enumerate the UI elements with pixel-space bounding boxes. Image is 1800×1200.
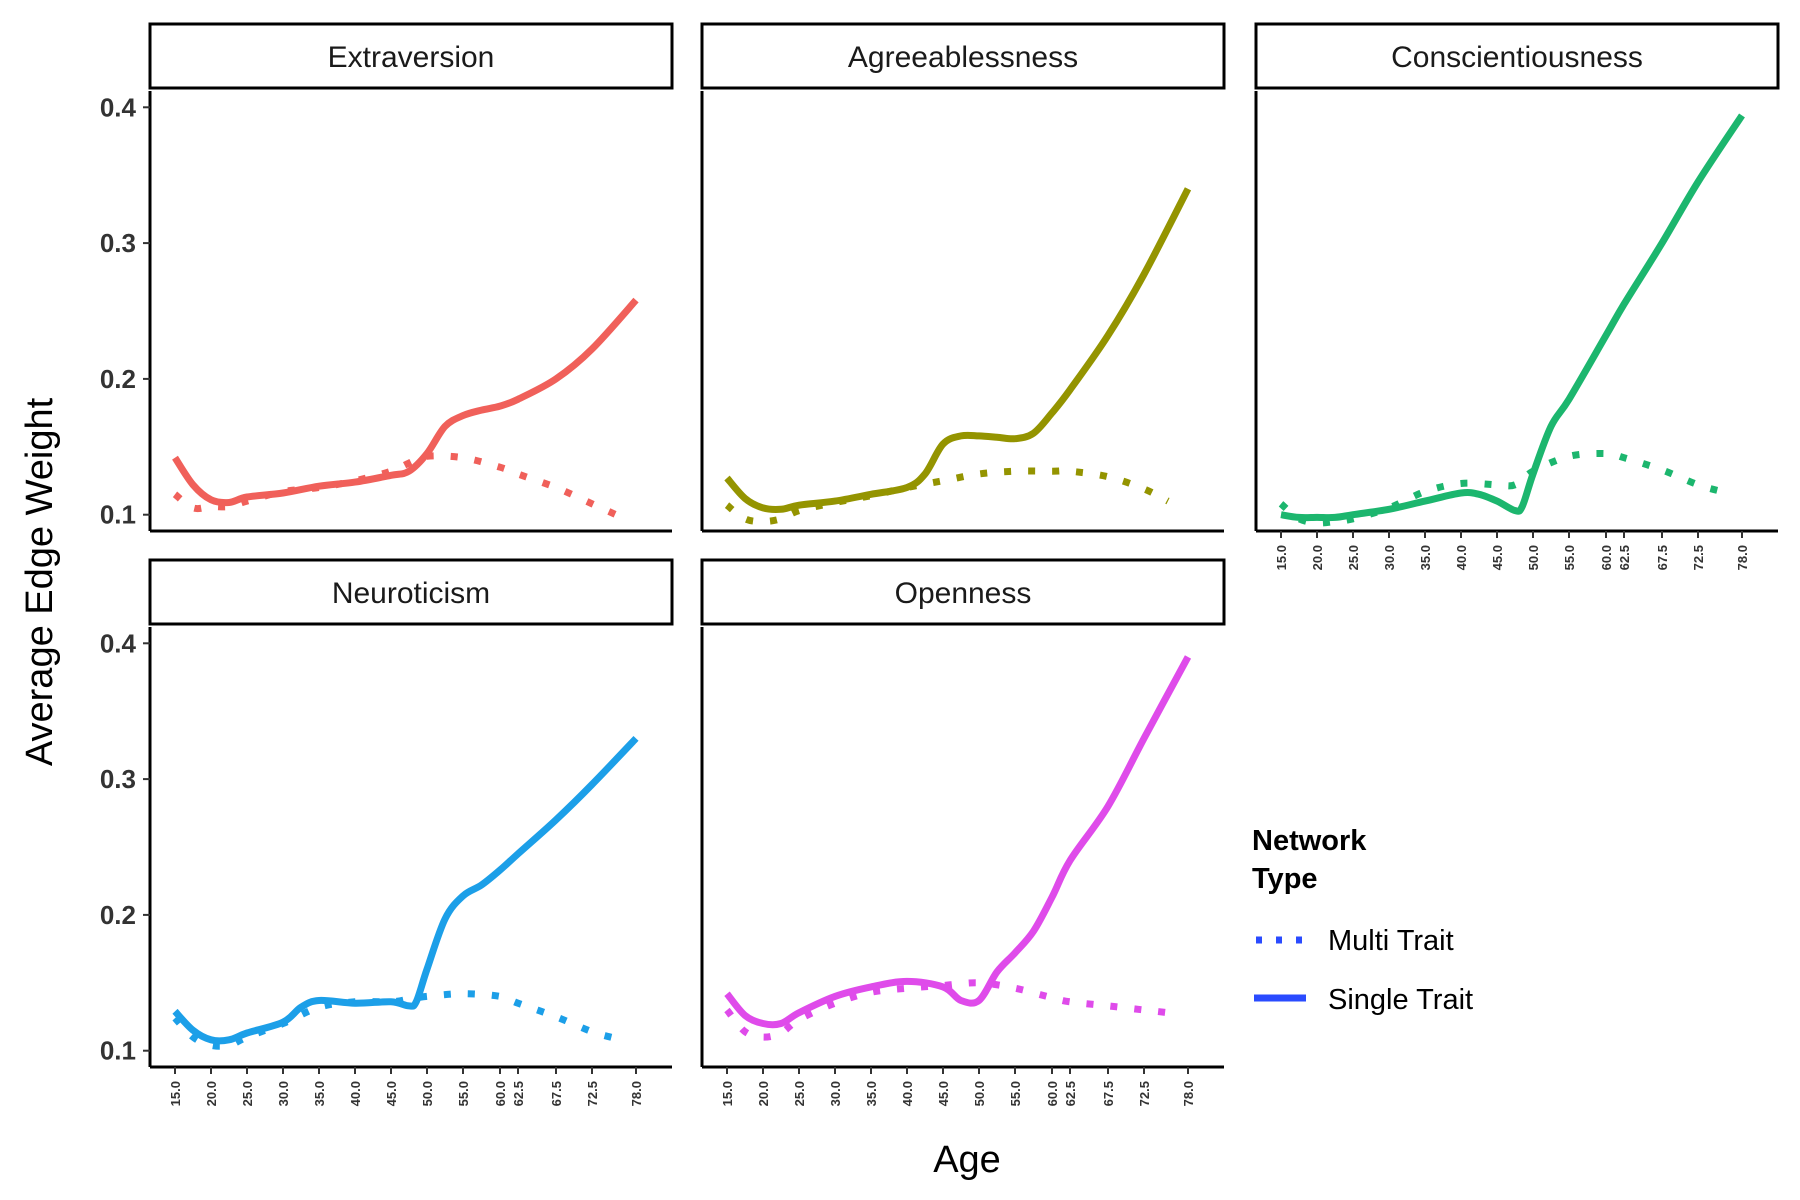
strip-label-openness: Openness xyxy=(895,577,1032,610)
x-tick-label-neuroticism: 78.0 xyxy=(629,1081,644,1106)
x-tick-label-conscientiousness: 15.0 xyxy=(1274,545,1289,570)
strip-label-neuroticism: Neuroticism xyxy=(332,577,490,610)
x-tick-label-conscientiousness: 67.5 xyxy=(1655,545,1670,570)
x-tick-label-openness: 35.0 xyxy=(864,1081,879,1106)
y-tick-label-neuroticism: 0.3 xyxy=(100,764,136,794)
x-tick-label-conscientiousness: 72.5 xyxy=(1691,545,1706,570)
x-tick-label-neuroticism: 25.0 xyxy=(240,1081,255,1106)
x-tick-label-conscientiousness: 45.0 xyxy=(1490,545,1505,570)
panel-openness: Openness 15.0 20.0 25.0 30.0 35.0 40.0 45.0 50.0… xyxy=(700,558,1226,1106)
x-tick-label-neuroticism: 62.5 xyxy=(511,1081,526,1106)
panel-conscientiousness: Conscientiousness 15.0 20.0 25.0 30.0 35.0 40.… xyxy=(1254,22,1780,570)
multi-trait-line-conscientiousness xyxy=(1278,450,1723,527)
x-tick-label-neuroticism: 67.5 xyxy=(549,1081,564,1106)
x-tick-label-openness: 78.0 xyxy=(1181,1081,1196,1106)
multi-trait-line-openness xyxy=(724,979,1169,1041)
x-tick-label-conscientiousness: 62.5 xyxy=(1617,545,1632,570)
single-trait-line-conscientiousness xyxy=(1280,113,1745,522)
y-tick-label-extraversion: 0.3 xyxy=(100,228,136,258)
legend-label-single-trait: Single Trait xyxy=(1328,984,1473,1016)
legend-title-line-1: Network xyxy=(1252,825,1367,857)
y-tick-label-neuroticism: 0.4 xyxy=(100,628,137,658)
x-tick-label-conscientiousness: 60.0 xyxy=(1599,545,1614,570)
x-tick-label-openness: 20.0 xyxy=(756,1081,771,1106)
x-tick-label-openness: 45.0 xyxy=(936,1081,951,1106)
x-tick-label-neuroticism: 30.0 xyxy=(276,1081,291,1106)
x-tick-label-conscientiousness: 78.0 xyxy=(1735,545,1750,570)
panel-neuroticism: Neuroticism 0.1 0.2 0.3 0.4 15.0 20.0 25.0 30.0 3… xyxy=(100,558,674,1106)
strip-neuroticism xyxy=(148,558,674,626)
x-tick-label-neuroticism: 50.0 xyxy=(420,1081,435,1106)
x-tick-label-neuroticism: 60.0 xyxy=(493,1081,508,1106)
x-tick-label-openness: 40.0 xyxy=(900,1081,915,1106)
legend-label-multi-trait: Multi Trait xyxy=(1328,925,1454,957)
x-tick-label-neuroticism: 15.0 xyxy=(168,1081,183,1106)
strip-openness xyxy=(700,558,1226,626)
x-tick-label-openness: 72.5 xyxy=(1137,1081,1152,1106)
single-trait-line-extraversion xyxy=(172,297,639,507)
x-tick-label-neuroticism: 72.5 xyxy=(585,1081,600,1106)
y-tick-label-extraversion: 0.4 xyxy=(100,92,137,122)
strip-conscientiousness xyxy=(1254,22,1780,90)
x-tick-label-conscientiousness: 30.0 xyxy=(1382,545,1397,570)
x-tick-label-conscientiousness: 55.0 xyxy=(1562,545,1577,570)
x-tick-label-openness: 30.0 xyxy=(828,1081,843,1106)
x-tick-label-openness: 25.0 xyxy=(792,1081,807,1106)
strip-label-conscientiousness: Conscientiousness xyxy=(1391,41,1643,74)
panel-agreeablessness: Agreeablessness xyxy=(700,22,1226,533)
x-tick-label-conscientiousness: 50.0 xyxy=(1526,545,1541,570)
legend-title-line-2: Type xyxy=(1252,863,1318,895)
y-tick-label-neuroticism: 0.1 xyxy=(100,1036,136,1066)
x-tick-label-openness: 50.0 xyxy=(972,1081,987,1106)
multi-trait-line-extraversion xyxy=(172,452,618,518)
strip-label-agreeablessness: Agreeablessness xyxy=(848,41,1078,74)
single-trait-line-neuroticism xyxy=(172,735,639,1045)
x-tick-label-conscientiousness: 40.0 xyxy=(1454,545,1469,570)
legend: Network Type Multi Trait Single Trait xyxy=(1252,825,1473,1016)
x-tick-label-neuroticism: 45.0 xyxy=(384,1081,399,1106)
x-axis-title: Age xyxy=(933,1139,1001,1181)
x-tick-label-openness: 62.5 xyxy=(1063,1081,1078,1106)
y-tick-label-extraversion: 0.1 xyxy=(100,500,136,530)
strip-extraversion xyxy=(148,22,674,90)
single-trait-line-agreeablessness xyxy=(724,187,1192,514)
y-tick-label-extraversion: 0.2 xyxy=(100,364,136,394)
single-trait-line-openness xyxy=(724,655,1192,1029)
x-tick-label-conscientiousness: 25.0 xyxy=(1346,545,1361,570)
y-tick-label-neuroticism: 0.2 xyxy=(100,900,136,930)
x-tick-label-openness: 15.0 xyxy=(720,1081,735,1106)
x-tick-label-conscientiousness: 20.0 xyxy=(1310,545,1325,570)
y-axis-title: Average Edge Weight xyxy=(19,397,61,766)
x-tick-label-neuroticism: 20.0 xyxy=(204,1081,219,1106)
x-tick-label-openness: 60.0 xyxy=(1045,1081,1060,1106)
x-tick-label-neuroticism: 40.0 xyxy=(348,1081,363,1106)
panel-extraversion: Extraversion 0.1 0.2 0.3 0.4 xyxy=(100,22,674,533)
x-tick-label-conscientiousness: 35.0 xyxy=(1418,545,1433,570)
multi-trait-line-agreeablessness xyxy=(724,467,1170,525)
panels-layer: Extraversion 0.1 0.2 0.3 0.4 Agreeablessness C… xyxy=(100,22,1780,1106)
x-tick-label-openness: 67.5 xyxy=(1101,1081,1116,1106)
strip-label-extraversion: Extraversion xyxy=(328,41,495,74)
x-tick-label-openness: 55.0 xyxy=(1008,1081,1023,1106)
x-tick-label-neuroticism: 35.0 xyxy=(312,1081,327,1106)
strip-agreeablessness xyxy=(700,22,1226,90)
x-tick-label-neuroticism: 55.0 xyxy=(456,1081,471,1106)
